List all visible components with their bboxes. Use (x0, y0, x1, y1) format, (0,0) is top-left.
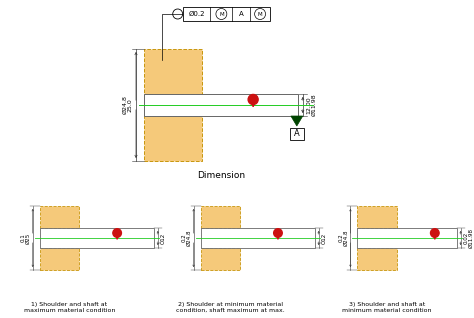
Bar (144, 116, 201, 161)
Text: 1) Shoulder and shaft at
maximum material condition: 1) Shoulder and shaft at maximum materia… (24, 302, 115, 313)
Text: M: M (258, 11, 263, 17)
Text: Õ12: Õ12 (322, 232, 327, 244)
Bar (201, 248, 240, 270)
Bar (40, 206, 80, 228)
Bar (290, 128, 304, 140)
Text: Ø11.98: Ø11.98 (312, 94, 317, 116)
Text: Ø25: Ø25 (26, 232, 31, 244)
Text: 2) Shoulder at minimum material
condition, shaft maximum at max.: 2) Shoulder at minimum material conditio… (176, 302, 285, 313)
Text: M: M (219, 11, 224, 17)
Bar (144, 49, 201, 94)
Bar (40, 228, 154, 248)
Text: 3) Shoulder and shaft at
minimum material condition: 3) Shoulder and shaft at minimum materia… (342, 302, 432, 313)
Bar (40, 248, 80, 270)
Polygon shape (252, 101, 255, 107)
Text: A: A (239, 11, 244, 17)
Text: Dimension: Dimension (197, 170, 245, 179)
Text: 0.2: 0.2 (338, 234, 344, 242)
Circle shape (273, 229, 282, 237)
Bar (201, 228, 315, 248)
Bar (201, 206, 240, 228)
Text: 0.02: 0.02 (464, 232, 469, 244)
Text: Ø11.98: Ø11.98 (469, 228, 474, 248)
Text: 0.2: 0.2 (182, 234, 187, 242)
Text: 0.1: 0.1 (21, 234, 26, 242)
Circle shape (430, 229, 439, 237)
Text: Õ12: Õ12 (161, 232, 166, 244)
Bar (357, 248, 397, 270)
Bar (357, 228, 456, 248)
Text: Ø0.2: Ø0.2 (188, 11, 205, 17)
Text: 12.00: 12.00 (307, 96, 312, 114)
Polygon shape (291, 116, 303, 126)
Polygon shape (116, 234, 118, 239)
Text: Ø24.8: Ø24.8 (187, 230, 191, 246)
Text: Ø24.8: Ø24.8 (122, 96, 127, 114)
Circle shape (248, 94, 258, 105)
Polygon shape (277, 234, 279, 239)
Text: Ø24.8: Ø24.8 (344, 230, 348, 246)
Circle shape (113, 229, 121, 237)
Text: 25.0: 25.0 (127, 98, 132, 112)
Bar (182, 7, 270, 21)
Bar (144, 94, 298, 116)
Polygon shape (434, 234, 436, 239)
Bar (357, 206, 397, 228)
Text: A: A (294, 129, 300, 139)
